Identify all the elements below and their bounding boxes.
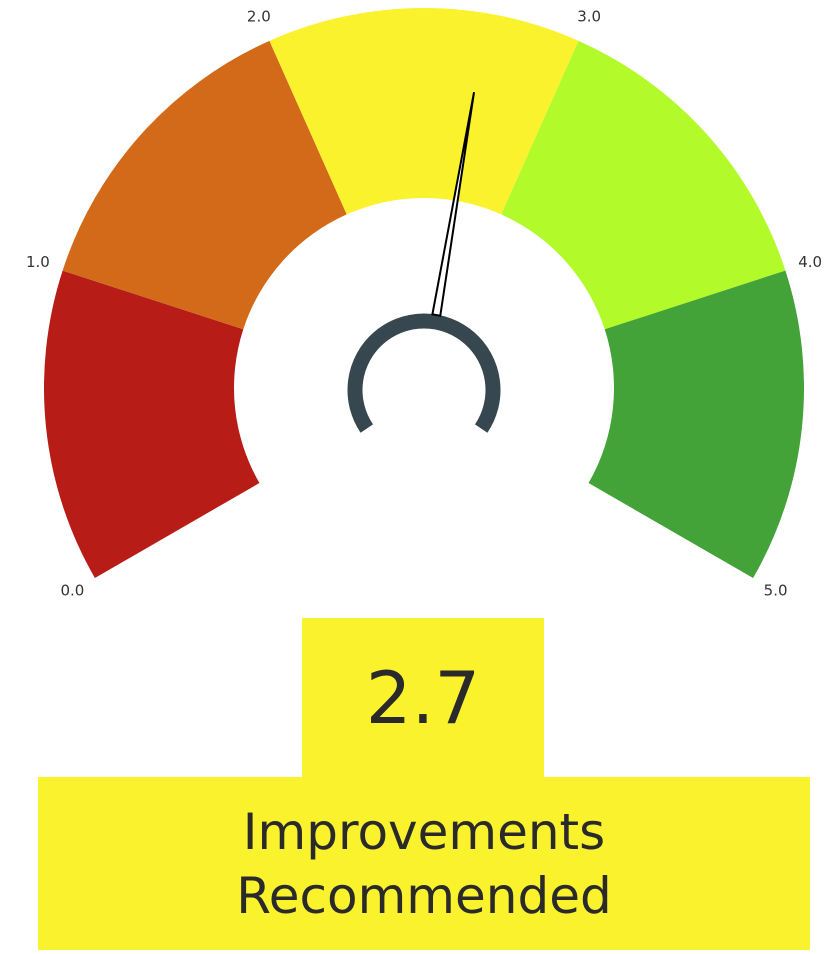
gauge-band <box>501 40 786 330</box>
gauge-band <box>588 270 805 578</box>
gauge-band <box>62 40 347 330</box>
needle <box>431 92 476 317</box>
tick-label: 3.0 <box>577 8 601 26</box>
tick-label: 4.0 <box>798 253 822 271</box>
value-label: 2.7 <box>365 656 481 740</box>
tick-label: 2.0 <box>247 8 271 26</box>
gauge-band <box>269 8 579 215</box>
status-box: Improvements Recommended <box>38 777 810 950</box>
tick-label: 5.0 <box>764 582 788 600</box>
value-box: 2.7 <box>302 618 544 778</box>
tick-label: 1.0 <box>26 253 50 271</box>
needle-hub <box>347 313 501 433</box>
gauge-band <box>44 270 260 578</box>
tick-label: 0.0 <box>60 582 84 600</box>
gauge: 0.0 1.0 2.0 3.0 4.0 5.0 <box>26 8 822 600</box>
status-label: Improvements Recommended <box>236 802 612 925</box>
